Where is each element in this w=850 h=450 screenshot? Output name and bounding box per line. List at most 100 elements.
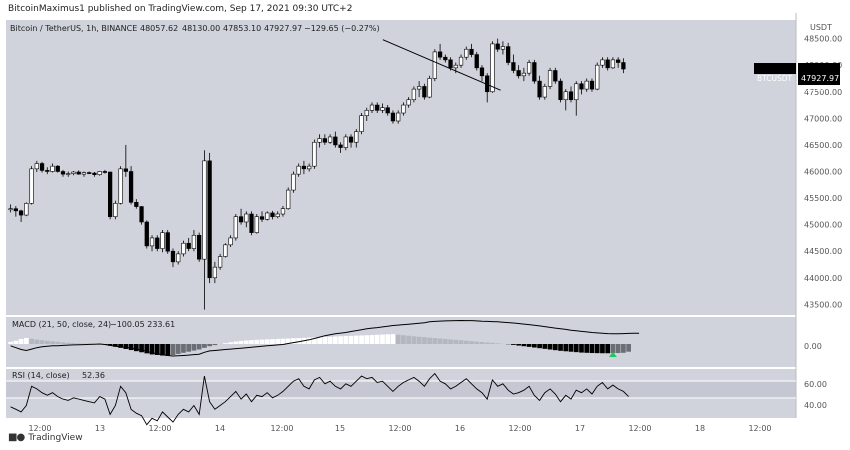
macd-hist-bar [401,335,406,344]
macd-hist-bar [29,338,34,344]
macd-hist-bar [448,339,453,344]
candle [343,134,348,151]
macd-hist-bar [181,344,186,353]
macd-hist-bar [385,334,391,344]
candle [621,58,626,74]
candle [354,128,359,148]
candle [238,208,244,225]
rsi-band [6,381,796,398]
price-tick-label: 44000.00 [804,274,842,283]
rsi-label: RSI (14, close) [12,371,70,380]
macd-hist-bar [55,341,61,344]
time-tick-label: 16 [455,424,465,433]
macd-hist-bar [118,344,123,348]
macd-hist-bar [573,344,579,353]
macd-hist-bar [490,342,495,344]
candle [18,209,24,222]
rsi-value: 52.36 [82,371,105,380]
rsi-line [10,372,629,426]
macd-hist-bar [568,344,574,352]
candle [542,83,547,100]
candle [532,59,537,84]
candle [338,142,343,153]
macd-hist-bar [264,339,270,344]
macd-hist-bar [537,344,542,349]
candle [464,46,469,60]
rsi-tick-60: 60.00 [804,380,827,389]
time-tick-label: 15 [335,424,345,433]
macd-hist-bar [605,344,611,354]
macd-hist-bar [291,338,296,344]
candle [584,78,589,92]
ohlc-high: 48130.00 [182,24,220,33]
candle [223,243,228,258]
candle [149,235,155,252]
macd-hist-bar [254,339,260,344]
candle [521,67,527,82]
macd-hist-bar [516,344,521,346]
macd-hist-bar [275,338,281,344]
macd-hist-bar [76,343,82,344]
macd-hist-bar [113,344,118,347]
macd-hist-bar [280,338,286,344]
macd-hist-bar [348,335,354,344]
macd-hist-bar [411,336,417,344]
macd-hist-bar [133,344,139,352]
candle [118,166,123,205]
candle [401,102,406,116]
macd-hist-bar [526,344,532,347]
candle [369,102,375,114]
macd-hist-bar [390,334,396,344]
macd-hist-bar [374,334,380,344]
macd-hist-bar [332,336,338,344]
candle [416,81,422,98]
price-panel[interactable] [6,20,796,315]
macd-hist-bar [579,344,584,353]
candle [558,78,563,103]
candle [87,171,92,175]
candle [547,67,553,90]
price-tick-label: 44500.00 [804,247,842,256]
candle [385,105,390,116]
macd-hist-bar [191,344,197,351]
macd-label: MACD (21, 50, close, 24) [12,320,111,329]
macd-hist-bar [552,344,558,351]
time-tick-label: 12:00 [148,424,171,433]
macd-values: −100.05 233.61 [110,320,175,329]
macd-hist-bar [406,335,412,344]
candle [479,65,485,82]
candle [307,163,312,172]
macd-hist-bar [589,344,595,354]
macd-hist-bar [243,340,249,344]
macd-hist-bar [212,344,218,346]
candle [437,43,443,60]
macd-hist-bar [128,344,134,351]
candle [333,131,338,148]
macd-hist-bar [353,335,359,344]
symbol-name: Bitcoin / TetherUS, 1h, BINANCE [10,24,137,33]
candle [92,172,97,177]
candle [312,139,317,169]
candle [13,206,18,217]
macd-hist-bar [437,338,443,344]
macd-hist-bar [453,339,459,344]
candle [165,229,170,254]
macd-panel[interactable] [6,317,796,367]
candle [458,54,464,68]
candle [495,38,500,52]
macd-hist-bar [432,338,438,344]
candle [207,152,212,284]
candle [24,202,29,217]
candle [589,78,595,92]
trading-chart[interactable]: Bitcoin / TetherUS, 1h, BINANCE 48057.62… [0,13,850,438]
candle [595,62,600,91]
candle [359,113,364,135]
candle [411,86,417,103]
candle [139,206,144,225]
macd-hist-bar [296,338,302,344]
macd-hist-bar [238,340,244,344]
macd-hist-bar [270,339,275,344]
macd-hist-bar [65,342,71,344]
candle [469,43,474,58]
time-tick-label: 12:00 [388,424,411,433]
